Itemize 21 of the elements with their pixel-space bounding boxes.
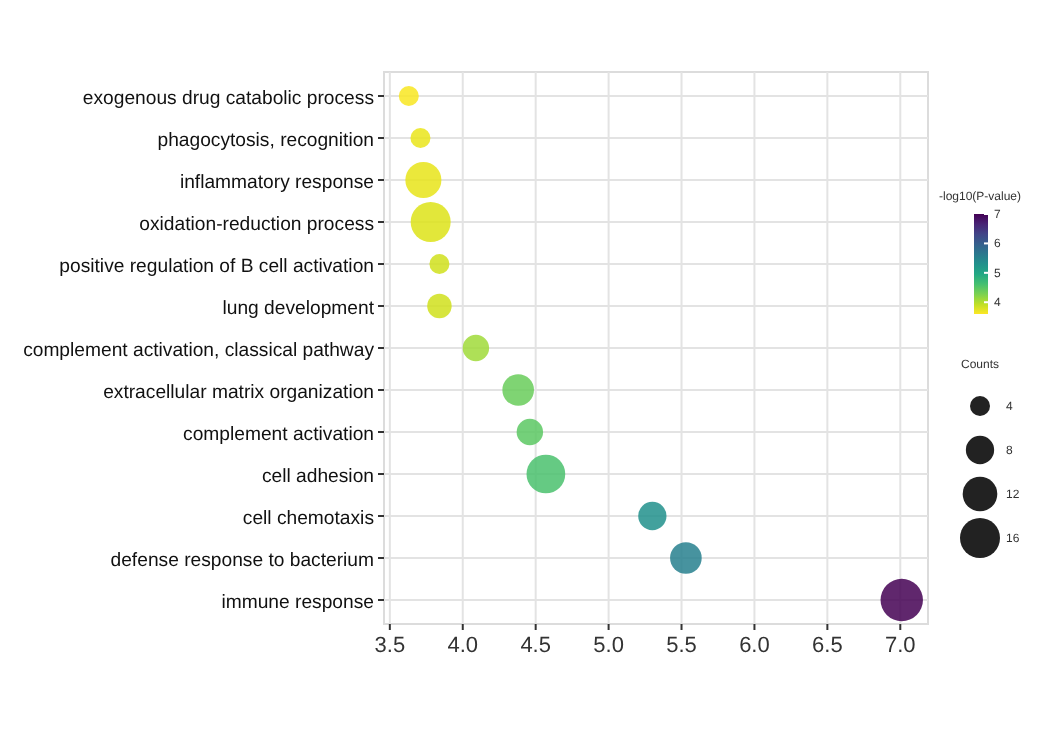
y-tick-label: lung development — [222, 298, 375, 320]
y-tick-label: cell chemotaxis — [242, 508, 375, 530]
x-tick-label: 3.5 — [374, 634, 406, 658]
y-tick-label: oxidation-reduction process — [139, 214, 375, 236]
y-tick-label: cell adhesion — [261, 466, 374, 488]
y-tick-label: immune response — [221, 592, 374, 614]
y-tick-label: defense response to bacterium — [110, 550, 374, 572]
y-tick-label: complement activation, classical pathway — [23, 340, 375, 362]
y-tick-label: extracellular matrix organization — [103, 382, 374, 404]
y-tick-label: exogenous drug catabolic process — [82, 88, 375, 110]
y-tick-label: complement activation — [183, 424, 374, 446]
x-tick-label: 5.5 — [666, 634, 697, 658]
y-tick-label: phagocytosis, recognition — [157, 130, 374, 152]
x-tick-label: 6.0 — [739, 634, 770, 658]
x-tick-label: 6.5 — [812, 634, 843, 658]
y-tick-label: inflammatory response — [179, 172, 374, 194]
x-tick-label: 4.5 — [520, 634, 551, 658]
x-tick-label: 4.0 — [447, 634, 479, 658]
y-tick-label: positive regulation of B cell activation — [59, 256, 374, 278]
x-tick-label: 7.0 — [884, 634, 916, 658]
x-tick-label: 5.0 — [593, 634, 624, 658]
